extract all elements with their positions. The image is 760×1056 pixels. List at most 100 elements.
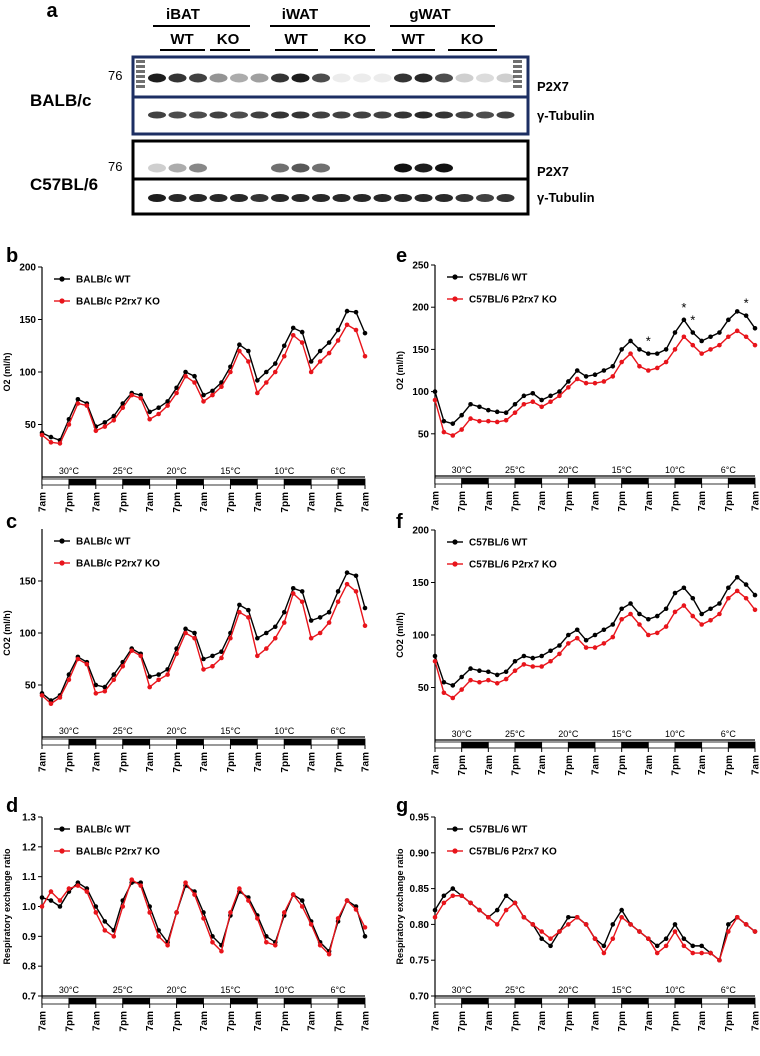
data-point	[743, 582, 749, 587]
data-point	[628, 338, 633, 344]
x-tick-label: 7am	[697, 1011, 708, 1031]
legend-marker	[452, 274, 458, 280]
data-point	[583, 374, 589, 379]
data-point	[646, 632, 651, 638]
data-point	[281, 353, 287, 359]
light-dark-bar	[176, 997, 204, 1005]
data-point	[699, 338, 704, 344]
data-point	[708, 950, 713, 956]
data-point	[663, 624, 669, 629]
data-point	[75, 397, 81, 402]
y-axis-label: O2 (ml/h)	[395, 351, 405, 390]
data-point	[734, 328, 740, 334]
data-point	[272, 369, 278, 375]
data-point	[468, 416, 473, 421]
x-tick-label: 7am	[199, 752, 210, 772]
x-tick-label: 7am	[199, 1011, 210, 1031]
data-point	[84, 889, 90, 894]
ladder	[136, 70, 145, 73]
data-point	[450, 886, 456, 891]
data-point	[717, 601, 722, 606]
data-point	[717, 342, 722, 348]
legend-label: BALB/c P2rx7 KO	[76, 297, 160, 308]
data-point	[201, 667, 206, 672]
data-point	[326, 609, 332, 615]
data-point	[557, 393, 562, 399]
data-point	[335, 589, 341, 594]
temperature-label: 10°C	[274, 466, 295, 476]
data-point	[619, 359, 624, 365]
light-dark-bar	[647, 741, 676, 749]
data-point	[494, 681, 500, 686]
data-point	[102, 919, 108, 924]
band	[394, 194, 412, 202]
data-point	[486, 418, 491, 424]
western-blot: a iBAT iWAT gWAT WT KO WT KO WT KO BALB/…	[30, 0, 595, 216]
band	[373, 111, 392, 119]
data-point	[299, 340, 305, 345]
data-point	[219, 649, 224, 655]
data-point	[362, 353, 368, 359]
temperature-label: 15°C	[220, 985, 241, 995]
ladder	[513, 85, 522, 88]
data-point	[120, 401, 126, 406]
temperature-label: 20°C	[558, 465, 579, 475]
temperature-label: 6°C	[721, 465, 737, 475]
significance-mark: *	[646, 334, 651, 349]
data-point	[237, 342, 242, 348]
data-point	[654, 950, 660, 956]
data-point	[308, 635, 314, 641]
data-point	[592, 936, 598, 942]
light-dark-bar	[727, 997, 756, 1005]
data-point	[129, 392, 135, 398]
temperature-label: 30°C	[59, 726, 80, 736]
data-point	[557, 389, 562, 394]
legend-label: BALB/c WT	[76, 825, 130, 836]
light-dark-bar	[283, 478, 312, 486]
y-tick-label: 200	[412, 303, 429, 314]
x-tick-label: 7am	[751, 755, 760, 775]
data-point	[362, 623, 368, 629]
light-dark-bar	[337, 738, 366, 746]
temperature-label: 15°C	[612, 465, 633, 475]
data-point	[548, 648, 553, 654]
band	[189, 73, 207, 83]
band	[435, 111, 453, 119]
data-point	[138, 392, 143, 398]
data-point	[432, 389, 438, 394]
data-point	[57, 898, 63, 903]
band	[148, 73, 166, 83]
temperature-label: 20°C	[167, 726, 188, 736]
data-point	[120, 405, 126, 411]
temperature-label: 20°C	[167, 466, 188, 476]
light-dark-bar	[230, 478, 258, 486]
y-tick-label: 200	[412, 526, 429, 537]
ladder	[136, 85, 145, 88]
chart: f CO2 (ml/h) 50 100 150 200 7am 7pm 7am 7pm 7am 7pm…	[395, 511, 760, 776]
data-point	[548, 399, 553, 405]
data-point	[335, 338, 341, 343]
series-line	[41, 323, 366, 445]
data-point	[299, 589, 305, 594]
light-dark-bar	[230, 738, 258, 746]
data-point	[317, 630, 323, 636]
x-tick-label: 7am	[199, 492, 210, 512]
data-point	[752, 592, 758, 598]
data-point	[299, 898, 305, 903]
x-tick-label: 7am	[38, 1011, 49, 1031]
band	[230, 111, 248, 119]
legend-marker	[59, 276, 65, 282]
band	[373, 73, 392, 83]
light-dark-bar	[203, 738, 231, 746]
data-point	[138, 653, 143, 659]
light-dark-bar	[230, 997, 258, 1005]
x-tick-label: 7am	[751, 1011, 760, 1031]
band	[394, 73, 412, 83]
x-tick-label: 7am	[253, 752, 264, 772]
data-point	[654, 630, 660, 636]
x-tick-label: 7pm	[64, 492, 75, 513]
x-tick-label: 7pm	[617, 491, 628, 512]
data-point	[512, 668, 518, 673]
data-point	[486, 669, 491, 675]
data-point	[219, 655, 224, 661]
